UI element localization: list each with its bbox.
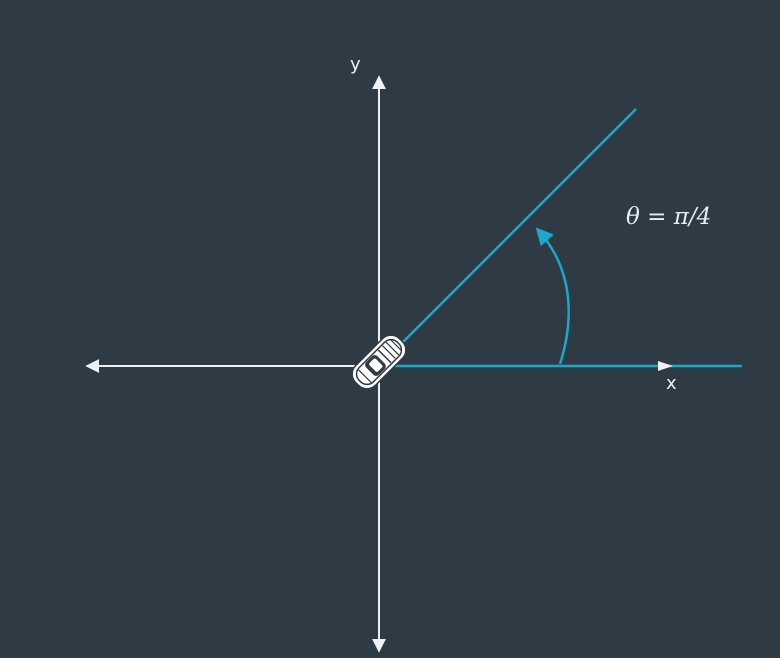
x-axis-label: x	[666, 373, 677, 394]
y-axis-label: y	[350, 54, 361, 75]
car-icon	[351, 334, 407, 390]
angle-arc	[535, 227, 570, 365]
heading-line	[378, 108, 637, 367]
x-axis-arrowhead	[658, 361, 673, 371]
angle-label: θ = π/4	[626, 204, 712, 230]
